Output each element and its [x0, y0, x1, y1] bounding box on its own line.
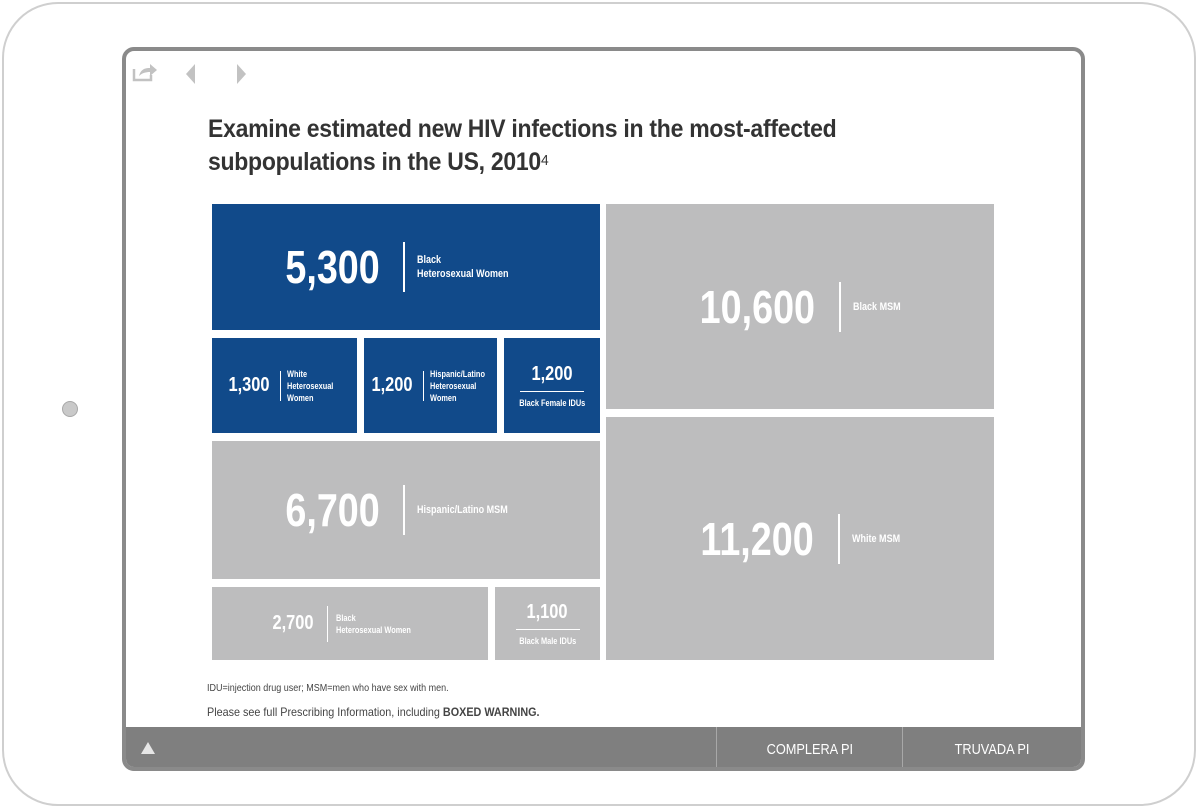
tile-label: Black MSM [853, 300, 901, 313]
complera-pi-button[interactable]: COMPLERA PI [716, 727, 902, 767]
tile-black-heterosexual-2700: 2,700 Black Heterosexual Women [212, 587, 488, 660]
complera-pi-label: COMPLERA PI [766, 740, 853, 758]
page-title: Examine estimated new HIV infections in … [208, 113, 870, 179]
tile-label: Black Male IDUs [518, 635, 577, 646]
tile-value: 1,200 [371, 374, 413, 396]
tile-white-heterosexual-women: 1,300 White Heterosexual Women [212, 338, 357, 433]
truvada-pi-button[interactable]: TRUVADA PI [902, 727, 1081, 767]
truvada-pi-label: TRUVADA PI [954, 740, 1030, 758]
bottom-toolbar: COMPLERA PI TRUVADA PI [126, 727, 1081, 767]
boxed-warning-link[interactable]: BOXED WARNING. [442, 705, 540, 719]
tile-separator [423, 370, 425, 401]
share-icon[interactable] [132, 61, 158, 83]
tile-value: 1,300 [228, 374, 270, 396]
pi-note-text: Please see full Prescribing Information,… [207, 705, 443, 719]
back-arrow-icon[interactable] [184, 63, 198, 85]
tile-black-male-idus: 1,100 Black Male IDUs [495, 587, 600, 660]
tile-value: 1,100 [526, 600, 569, 623]
tile-value: 10,600 [699, 280, 815, 333]
tile-label: White MSM [852, 532, 901, 545]
tile-black-female-idus: 1,200 Black Female IDUs [504, 338, 600, 433]
tile-label: Black Female IDUs [518, 397, 586, 408]
tile-label: Hispanic/Latino Heterosexual Women [430, 368, 485, 403]
tile-separator [520, 390, 584, 392]
tile-separator [402, 485, 405, 535]
tile-value: 5,300 [285, 241, 381, 293]
tile-separator [515, 628, 580, 630]
tile-separator [402, 242, 405, 292]
tile-separator [326, 605, 328, 642]
tile-value: 6,700 [285, 484, 381, 536]
tile-separator [838, 513, 841, 564]
tile-label: Hispanic/Latino MSM [416, 504, 508, 516]
tile-value: 11,200 [700, 512, 814, 565]
page-title-text: Examine estimated new HIV infections in … [208, 115, 837, 176]
tile-hispanic-latino-heterosexual-women: 1,200 Hispanic/Latino Heterosexual Women [364, 338, 497, 433]
tile-value: 1,200 [531, 362, 573, 385]
forward-arrow-icon[interactable] [234, 63, 248, 85]
up-arrow-icon[interactable] [140, 741, 156, 755]
tile-white-msm: 11,200 White MSM [606, 417, 994, 660]
prescribing-info-note: Please see full Prescribing Information,… [207, 705, 540, 719]
tile-hispanic-latino-msm: 6,700 Hispanic/Latino MSM [212, 441, 600, 579]
tile-label: Black Heterosexual Women [335, 612, 411, 635]
app-screen: Examine estimated new HIV infections in … [122, 47, 1085, 771]
tile-value: 2,700 [272, 612, 315, 634]
tile-label: White Heterosexual Women [287, 368, 334, 403]
home-button[interactable] [62, 401, 78, 417]
tile-black-heterosexual-women: 5,300 Black Heterosexual Women [212, 204, 600, 330]
tile-separator [839, 281, 842, 332]
tile-black-msm: 10,600 Black MSM [606, 204, 994, 409]
abbreviation-footnote: IDU=injection drug user; MSM=men who hav… [207, 683, 449, 694]
title-footnote-ref: 4 [540, 152, 549, 169]
tile-separator [280, 370, 282, 401]
tile-label: Black Heterosexual Women [416, 254, 509, 280]
